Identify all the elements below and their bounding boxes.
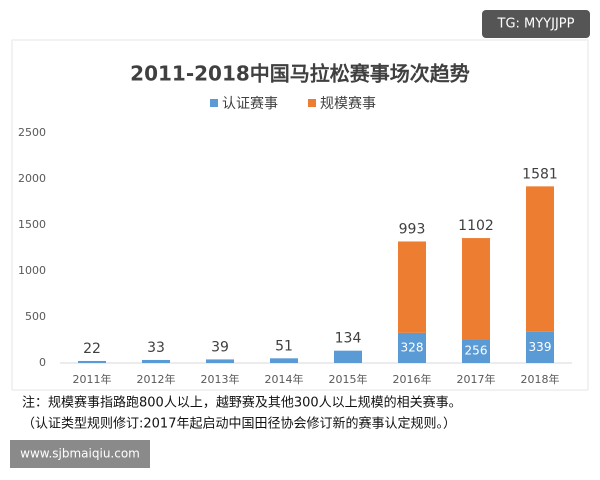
legend-label: 认证赛事 <box>222 96 278 112</box>
source: www.sjbmaiqiu.com <box>20 447 140 461</box>
data-label: 39 <box>211 339 229 355</box>
y-tick-label: 1000 <box>18 264 46 277</box>
data-label: 134 <box>335 331 362 347</box>
bar-segment <box>462 339 490 363</box>
y-tick-label: 1500 <box>18 218 46 231</box>
x-tick-label: 2017年 <box>457 372 496 386</box>
bar-segment <box>526 186 554 332</box>
x-tick-label: 2013年 <box>201 372 240 386</box>
x-tick-label: 2016年 <box>393 372 432 386</box>
bar-segment <box>398 332 426 363</box>
note: （认证类型规则修订:2017年起启动中国田径协会修订新的赛事认定规则。） <box>22 416 456 432</box>
x-tick-label: 2012年 <box>137 372 176 386</box>
data-label: 328 <box>401 340 424 354</box>
y-tick-label: 0 <box>39 356 46 369</box>
bar-segment <box>398 241 426 333</box>
bar-segment <box>526 331 554 363</box>
data-label: 256 <box>465 344 488 358</box>
bar-segment <box>78 360 106 363</box>
watermark-box <box>482 10 590 38</box>
x-tick-label: 2014年 <box>265 372 304 386</box>
x-tick-label: 2011年 <box>73 372 112 386</box>
legend-swatch <box>308 99 316 107</box>
data-label: 51 <box>275 338 293 354</box>
data-label: 22 <box>83 341 101 357</box>
bar-segment <box>462 238 490 340</box>
chart-frame <box>11 39 589 391</box>
bar-segment <box>270 358 298 363</box>
data-label: 1102 <box>458 218 494 234</box>
data-label: 993 <box>399 221 426 237</box>
bar-segment <box>206 359 234 363</box>
y-tick-label: 2500 <box>18 126 46 139</box>
data-label: 1581 <box>522 166 558 182</box>
y-tick-label: 2000 <box>18 172 46 185</box>
y-tick-label: 500 <box>25 310 46 323</box>
data-label: 339 <box>529 340 552 354</box>
bar-segment <box>334 350 362 363</box>
x-tick-label: 2015年 <box>329 372 368 386</box>
source-box <box>10 440 150 468</box>
watermark: TG: MYYJJPP <box>497 17 575 32</box>
data-label: 33 <box>147 340 165 356</box>
legend-swatch <box>210 99 218 107</box>
chart-title: 2011-2018中国马拉松赛事场次趋势 <box>130 62 470 86</box>
note: 注：规模赛事指路跑800人以上，越野赛及其他300人以上规模的相关赛事。 <box>22 395 462 411</box>
x-tick-label: 2018年 <box>521 372 560 386</box>
legend-label: 规模赛事 <box>320 96 376 112</box>
bar-segment <box>142 359 170 363</box>
